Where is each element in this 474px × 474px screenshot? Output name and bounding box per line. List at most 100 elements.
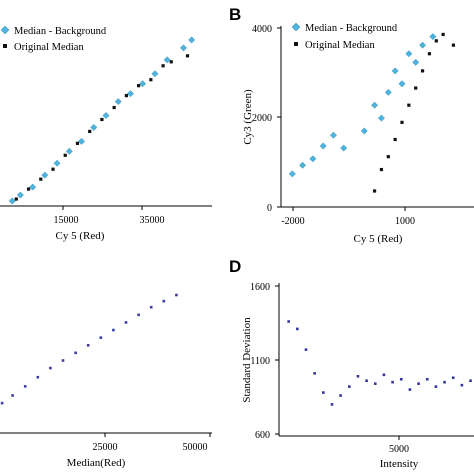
panel-b-data-point-original [407, 103, 411, 107]
panel-c-x-tick-label: 50000 [183, 442, 208, 453]
panel-d-data-point [469, 379, 472, 383]
panel-c-data-point [137, 313, 140, 317]
panel-b-data-point-original [427, 52, 432, 56]
panel-d-data-point [330, 403, 334, 406]
panel-a-legend-diamond-marker [0, 25, 10, 35]
panel-d-x-tick-label: 5000 [389, 444, 409, 455]
panel-b-data-point-background [391, 67, 399, 75]
panel-a-data-point-original [124, 94, 128, 98]
panel-b-data-point-background [377, 114, 385, 122]
panel-a-data-point-original [51, 167, 55, 171]
panel-d-data-point [460, 383, 464, 387]
panel-d-x-axis-title: Intensity [380, 458, 419, 470]
panel-b-legend-label-original: Original Median [305, 40, 375, 51]
panel-d-data-point [417, 382, 420, 385]
panel-d-data-point [304, 348, 308, 351]
panel-c-data-point [11, 394, 14, 397]
panel-c-data-point [0, 401, 4, 405]
panel-d-letter: D [229, 257, 241, 276]
panel-a-data-point-background [90, 123, 98, 131]
panel-d-data-point [382, 373, 386, 377]
panel-a-data-point-background [29, 183, 37, 191]
panel-c-data-point [36, 375, 40, 379]
panel-a-data-point-background [114, 98, 122, 106]
panel-d-data-point [296, 327, 299, 331]
panel-d-data-point [408, 388, 412, 391]
panel-c-data-point [175, 293, 178, 297]
panel-d-data-point [434, 385, 438, 388]
panel-a-data-point-background [179, 44, 187, 52]
panel-c-data-point [23, 385, 27, 388]
panel-a-data-point-background [188, 36, 196, 44]
panel-a-data-point-original [149, 78, 153, 82]
panel-d-data-point [356, 374, 360, 378]
panel-b: B 0 2000 4000 -2000 1000 Cy 5 (Red) Cy3 … [229, 5, 474, 245]
panel-c-data-point [61, 359, 65, 362]
panel-b-data-point-background [398, 80, 406, 88]
panel-d-data-point [443, 380, 446, 384]
panel-a-data-point-background [102, 112, 110, 119]
panel-b-data-point-background [405, 50, 413, 58]
panel-c-data-point [112, 328, 115, 332]
panel-a-data-point-original [26, 187, 31, 191]
panel-c-data-point [162, 299, 166, 303]
panel-d-data-point [391, 380, 394, 384]
panel-c-x-tick-label: 25000 [93, 442, 118, 453]
panel-a-x-axis-title: Cy 5 (Red) [56, 230, 105, 242]
panel-a-data-point-original [169, 60, 173, 64]
panel-c-data-point [49, 366, 52, 370]
panel-d-data-point [451, 376, 455, 380]
panel-a-x-tick-label: 35000 [140, 215, 165, 226]
panel-d-y-axis-title: Standard Deviation [241, 317, 253, 403]
panel-a-data-point-original [185, 54, 190, 58]
panel-a-data-point-background [126, 90, 134, 98]
panel-b-data-point-original [414, 86, 418, 90]
panel-b-letter: B [229, 5, 241, 24]
panel-b-data-point-background [360, 127, 368, 135]
panel-c-data-point [74, 351, 77, 355]
panel-c: 25000 50000 Median(Red) [0, 293, 212, 469]
panel-a-data-point-background [53, 159, 61, 167]
panel-b-data-point-background [371, 101, 379, 109]
panel-a-data-point-original [75, 141, 80, 145]
panel-b-legend: Median - Background Original Median [291, 22, 398, 51]
panel-b-data-point-background [329, 131, 337, 139]
panel-a-data-point-original [39, 177, 43, 181]
panel-b-legend-label-background: Median - Background [305, 23, 398, 34]
panel-b-data-point-background [309, 155, 317, 163]
panel-b-data-point-background [429, 33, 437, 41]
panel-d-points [287, 320, 472, 406]
panel-b-x-tick-label: 1000 [395, 216, 415, 227]
panel-a-data-point-background [78, 137, 86, 145]
panel-b-y-tick-label: 0 [267, 203, 272, 214]
panel-b-data-point-original [386, 155, 390, 159]
panel-c-data-point [124, 321, 128, 324]
panel-b-data-point-original [372, 189, 377, 193]
panel-b-data-point-original [420, 69, 425, 73]
panel-b-data-point-original [379, 167, 384, 172]
panel-c-points [0, 293, 178, 405]
panel-c-data-point [86, 343, 90, 347]
panel-d-data-point [287, 320, 290, 323]
panel-b-y-axis-title: Cy3 (Green) [242, 89, 254, 145]
panel-a-legend: Median - Background Original Median [0, 25, 107, 53]
panel-b-data-point-original [393, 137, 397, 142]
panel-b-data-point-background [412, 58, 420, 66]
panel-c-data-point [149, 305, 153, 309]
panel-d-data-point [425, 377, 429, 381]
panel-c-x-axis-title: Median(Red) [67, 457, 126, 469]
panel-a-legend-label-background: Median - Background [14, 26, 107, 37]
panel-a-data-point-background [41, 171, 49, 179]
panel-a-legend-square-marker [3, 44, 7, 48]
panel-d-y-tick-label: 600 [255, 430, 270, 441]
panel-a-data-point-original [112, 105, 116, 110]
panel-b-x-axis-title: Cy 5 (Red) [354, 233, 403, 245]
panel-b-data-point-original [434, 39, 438, 43]
panel-a-data-point-background [151, 70, 159, 78]
panel-b-data-point-background [299, 161, 307, 169]
panel-d-data-point [313, 372, 316, 375]
panel-b-data-point-original [441, 32, 445, 37]
panel-b-data-point-original [451, 43, 456, 47]
panel-a-data-point-original [14, 197, 18, 201]
